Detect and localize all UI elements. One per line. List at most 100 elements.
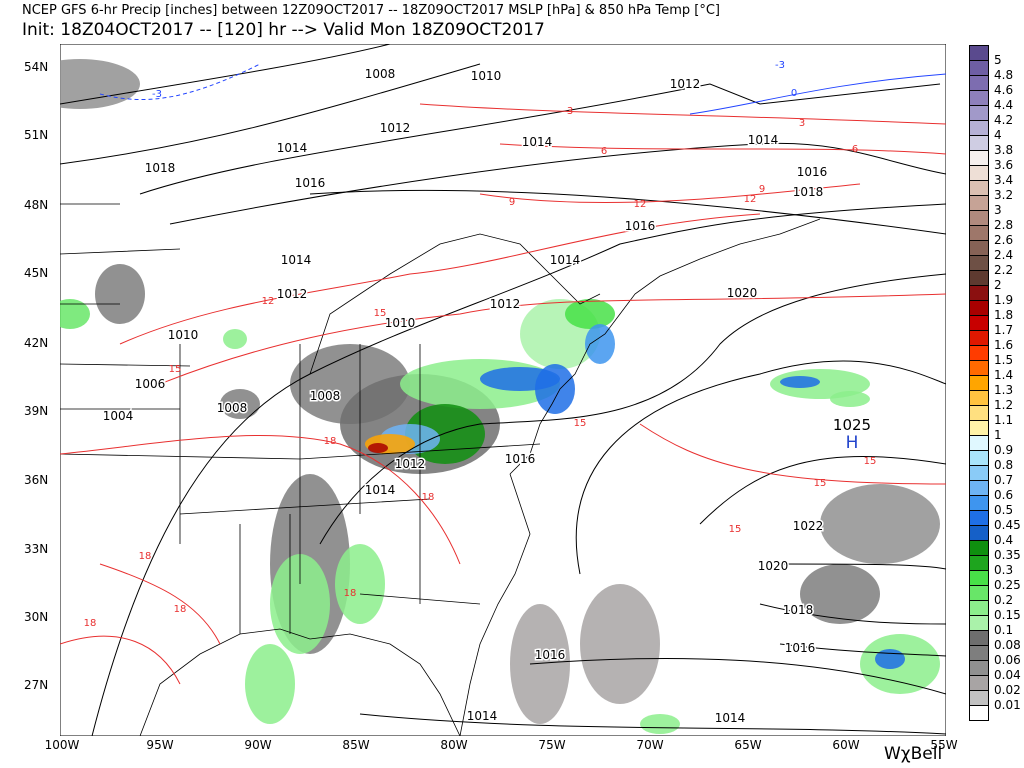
latitude-label: 48N xyxy=(24,198,49,212)
isobar-label: 1008 xyxy=(217,401,248,415)
isobar-label: 1020 xyxy=(758,559,789,573)
isobar-label: 1008 xyxy=(365,67,396,81)
colorbar-label: 1 xyxy=(994,428,1002,442)
isobar-line xyxy=(529,657,946,695)
isotherm-label: 3 xyxy=(799,118,805,129)
colorbar-swatch xyxy=(969,391,989,406)
colorbar-swatch xyxy=(969,526,989,541)
isobar-label: 1016 xyxy=(295,176,326,190)
isobar-label: 1018 xyxy=(145,161,176,175)
colorbar-label: 1.3 xyxy=(994,383,1014,397)
colorbar-swatch xyxy=(969,151,989,166)
colorbar-label: 4.4 xyxy=(994,98,1014,112)
high-pressure-value: 1025 xyxy=(833,416,871,434)
latitude-label: 27N xyxy=(24,678,49,692)
isotherm-label: 15 xyxy=(574,418,587,429)
precip-area xyxy=(223,329,247,349)
colorbar-label: 0.1 xyxy=(994,623,1014,637)
isobar-label: 1016 xyxy=(797,165,828,179)
colorbar-label: 2.4 xyxy=(994,248,1014,262)
longitude-label: 65W xyxy=(734,738,762,752)
isobar-label: 1008 xyxy=(310,389,341,403)
colorbar-label: 0.04 xyxy=(994,668,1021,682)
colorbar-label: 1.8 xyxy=(994,308,1014,322)
isotherm-label: 12 xyxy=(744,194,757,205)
colorbar-label: 1.9 xyxy=(994,293,1014,307)
latitude-label: 45N xyxy=(24,266,49,280)
precip-shading xyxy=(60,59,940,734)
colorbar xyxy=(969,45,989,721)
isotherm-label: 15 xyxy=(169,364,182,375)
colorbar-swatch xyxy=(969,436,989,451)
colorbar-label: 0.2 xyxy=(994,593,1014,607)
isobar-label: 1020 xyxy=(727,286,758,300)
isobar-contours xyxy=(60,44,946,736)
precip-area xyxy=(335,544,385,624)
isobar-line xyxy=(575,360,946,575)
isotherm-label: 6 xyxy=(852,144,858,155)
colorbar-swatch xyxy=(969,421,989,436)
isotherm-line xyxy=(499,143,946,155)
isobar-line xyxy=(91,203,946,736)
precip-area xyxy=(875,649,905,669)
colorbar-label: 0.15 xyxy=(994,608,1021,622)
cold-isotherm-label: -3 xyxy=(775,60,785,71)
colorbar-label: 0.3 xyxy=(994,563,1014,577)
isobar-label: 1018 xyxy=(783,603,814,617)
isobar-label: 1014 xyxy=(715,711,746,725)
colorbar-swatch xyxy=(969,376,989,391)
colorbar-swatch xyxy=(969,316,989,331)
colorbar-label: 1.4 xyxy=(994,368,1014,382)
isobar-line xyxy=(139,83,941,195)
colorbar-swatch xyxy=(969,226,989,241)
latitude-label: 51N xyxy=(24,128,49,142)
isotherm-line xyxy=(119,213,761,345)
isotherm-line xyxy=(60,635,181,685)
latitude-label: 30N xyxy=(24,610,49,624)
precip-area xyxy=(780,376,820,388)
isobar-line xyxy=(759,603,946,625)
isobar-line xyxy=(309,189,946,235)
precip-area xyxy=(270,554,330,654)
colorbar-label: 0.06 xyxy=(994,653,1021,667)
colorbar-label: 0.8 xyxy=(994,458,1014,472)
isobar-label: 1010 xyxy=(471,69,502,83)
precip-area xyxy=(800,564,880,624)
isotherm-line xyxy=(639,423,946,485)
boundaries xyxy=(60,203,821,736)
isobar-line xyxy=(169,142,946,225)
isobar-label: 1014 xyxy=(365,483,396,497)
colorbar-swatch xyxy=(969,451,989,466)
colorbar-swatch xyxy=(969,571,989,586)
colorbar-swatch xyxy=(969,481,989,496)
colorbar-swatch xyxy=(969,106,989,121)
isobar-label: 1016 xyxy=(505,452,536,466)
colorbar-label: 1.7 xyxy=(994,323,1014,337)
isotherm-label: 18 xyxy=(324,436,337,447)
isobar-label: 1004 xyxy=(103,409,134,423)
colorbar-swatch xyxy=(969,706,989,721)
colorbar-label: 1.5 xyxy=(994,353,1014,367)
colorbar-swatch xyxy=(969,196,989,211)
isotherm-label: 18 xyxy=(344,588,357,599)
isotherm-label: 15 xyxy=(864,456,877,467)
cold-isotherm-label: -3 xyxy=(152,89,162,100)
longitude-label: 95W xyxy=(146,738,174,752)
longitude-label: 100W xyxy=(44,738,80,752)
isobar-label: 1012 xyxy=(490,297,521,311)
isobar-label: 1014 xyxy=(748,133,779,147)
longitude-label: 60W xyxy=(832,738,860,752)
colorbar-swatch xyxy=(969,616,989,631)
isobar-label: 1012 xyxy=(277,287,308,301)
colorbar-swatch xyxy=(969,646,989,661)
isotherm-contours xyxy=(60,63,946,685)
colorbar-label: 4.2 xyxy=(994,113,1014,127)
precip-area xyxy=(830,391,870,407)
colorbar-label: 0.01 xyxy=(994,698,1021,712)
isotherm-label: 18 xyxy=(422,492,435,503)
latitude-label: 54N xyxy=(24,60,49,74)
isotherm-label: 18 xyxy=(174,604,187,615)
wxbell-logo: WχBell xyxy=(884,744,943,764)
isotherm-label: 9 xyxy=(759,184,765,195)
colorbar-label: 3.8 xyxy=(994,143,1014,157)
